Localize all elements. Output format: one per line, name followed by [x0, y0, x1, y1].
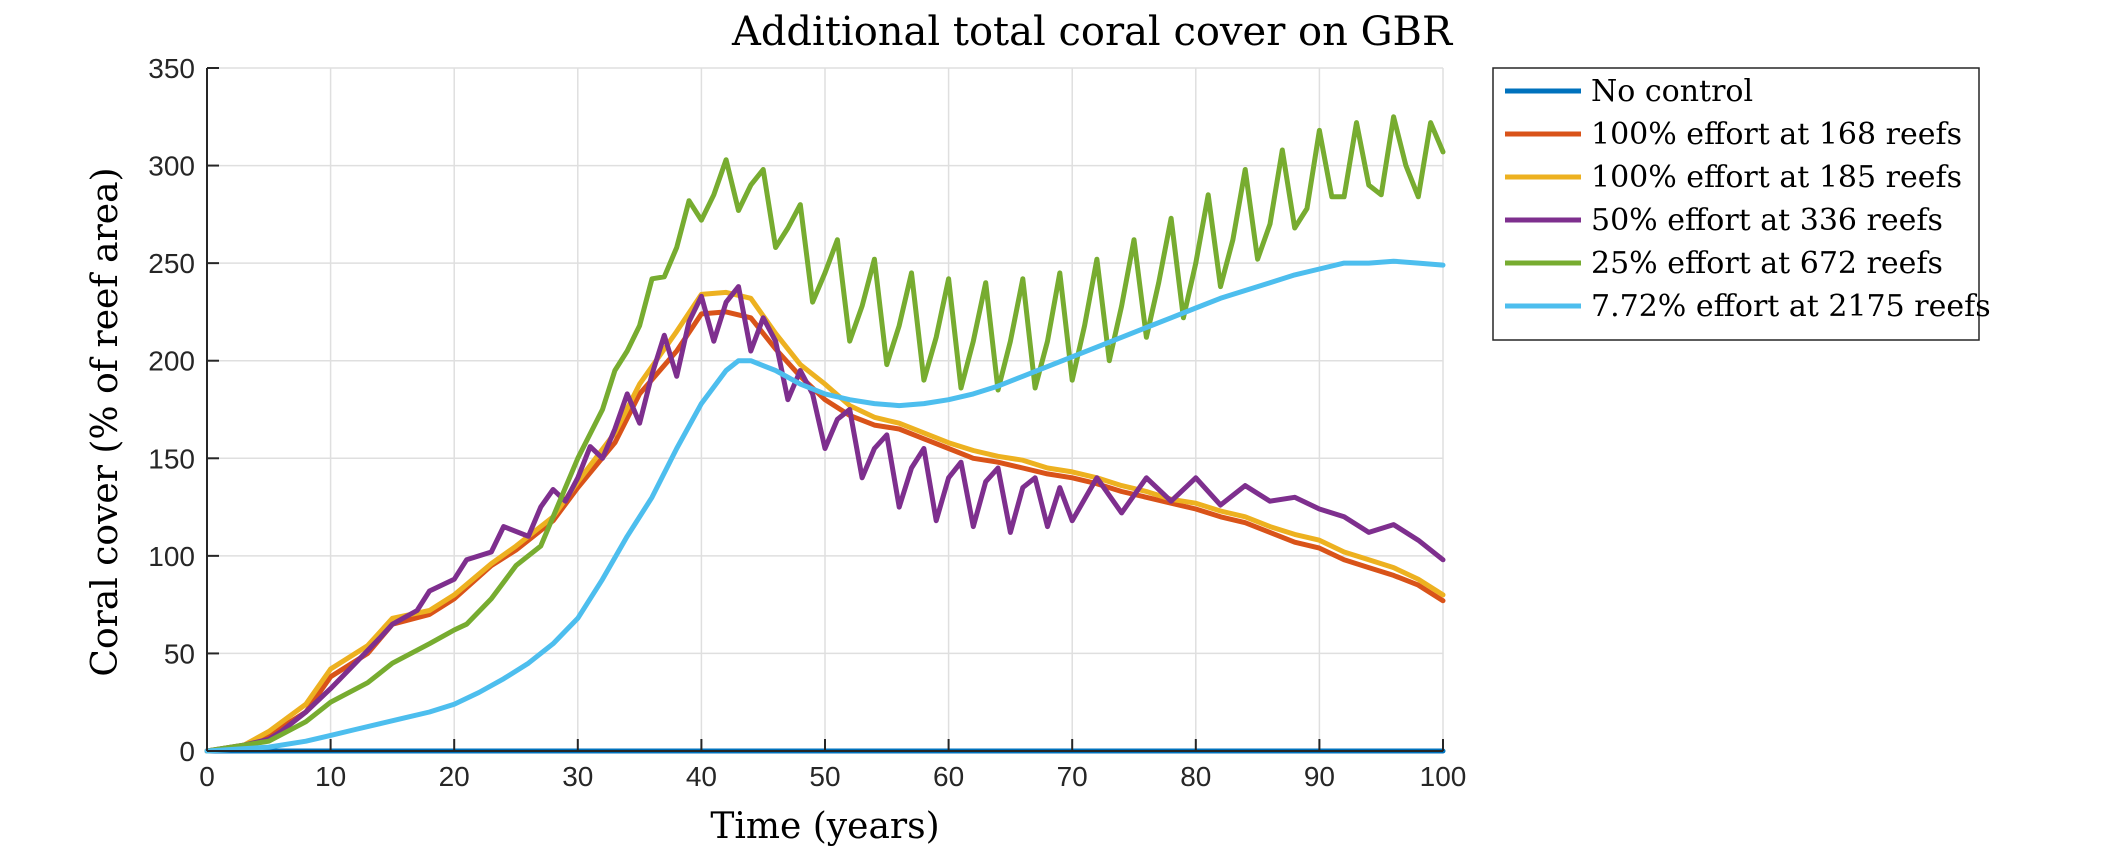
y-tick-label: 100	[148, 541, 195, 572]
tick-labels: 0 10 20 30 40 50 60 70 80 90 100 0 50 100 150 200 250 300…	[148, 53, 1466, 792]
x-tick-label: 0	[199, 761, 215, 792]
legend-entry: 100% effort at 168 reefs	[1591, 117, 1962, 152]
y-tick-label: 150	[148, 443, 195, 474]
x-tick-label: 60	[933, 761, 964, 792]
x-tick-label: 30	[562, 761, 593, 792]
legend-entry: 50% effort at 336 reefs	[1591, 203, 1943, 238]
series-line	[204, 309, 1446, 754]
series-lines	[204, 114, 1446, 754]
x-tick-label: 10	[315, 761, 346, 792]
x-tick-label: 100	[1420, 761, 1467, 792]
y-tick-label: 50	[164, 638, 195, 669]
y-axis-label: Coral cover (% of reef area)	[85, 167, 126, 676]
legend-entry: 25% effort at 672 reefs	[1591, 246, 1943, 281]
legend-entry: No control	[1591, 74, 1753, 109]
y-tick-label: 250	[148, 248, 195, 279]
axes	[206, 67, 1444, 752]
legend-entry: 100% effort at 185 reefs	[1591, 160, 1962, 195]
x-axis-label: Time (years)	[710, 806, 939, 846]
series-line	[204, 114, 1446, 754]
grid-lines	[206, 67, 1444, 752]
legend-box	[1492, 67, 1980, 341]
chart-title: Additional total coral cover on GBR	[731, 9, 1454, 55]
y-tick-label: 300	[148, 151, 195, 182]
series-line	[204, 258, 1446, 754]
x-tick-label: 20	[439, 761, 470, 792]
y-tick-label: 200	[148, 346, 195, 377]
y-tick-label: 350	[148, 53, 195, 84]
x-tick-label: 80	[1180, 761, 1211, 792]
y-tick-label: 0	[179, 736, 195, 767]
series-line	[204, 284, 1446, 754]
legend-entry: 7.72% effort at 2175 reefs	[1591, 289, 1991, 324]
series-line	[204, 289, 1446, 754]
x-tick-label: 50	[809, 761, 840, 792]
x-tick-label: 90	[1304, 761, 1335, 792]
x-tick-label: 40	[686, 761, 717, 792]
x-tick-label: 70	[1057, 761, 1088, 792]
legend: No control 100% effort at 168 reefs 100% e…	[1492, 67, 1991, 341]
